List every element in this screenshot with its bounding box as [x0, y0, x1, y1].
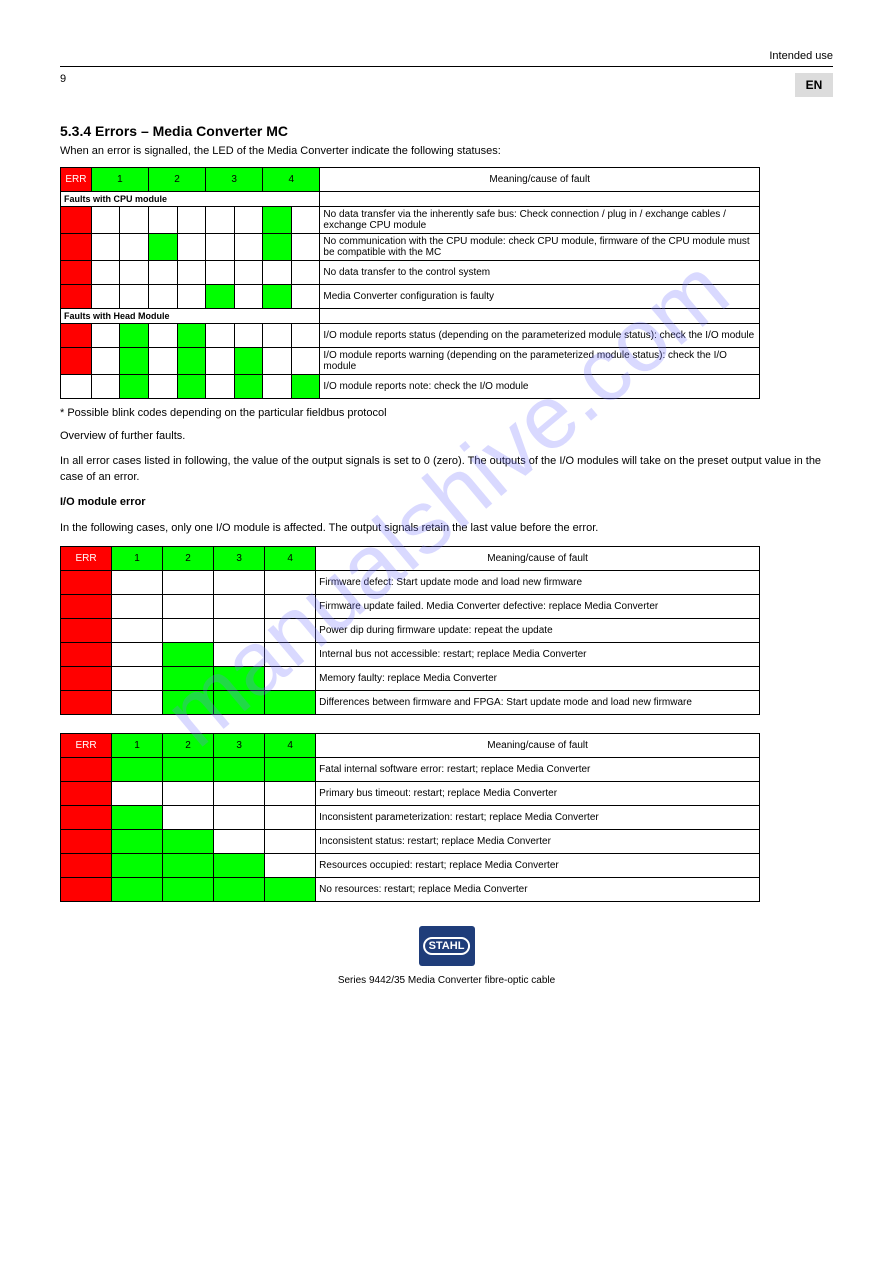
hdr-led1: 1	[112, 546, 163, 570]
row-desc: I/O module reports status (depending on …	[320, 324, 760, 348]
page-number: 9	[60, 73, 66, 85]
hdr-led1: 1	[112, 733, 163, 757]
hdr-led3: 3	[206, 168, 263, 192]
row-desc: Primary bus timeout: restart; replace Me…	[316, 781, 760, 805]
faults-body2: In the following cases, only one I/O mod…	[60, 521, 833, 536]
row-desc: Fatal internal software error: restart; …	[316, 757, 760, 781]
section-desc: When an error is signalled, the LED of t…	[60, 145, 833, 157]
row-desc: No resources: restart; replace Media Con…	[316, 877, 760, 901]
row-desc: Inconsistent status: restart; replace Me…	[316, 829, 760, 853]
footer: STAHL Series 9442/35 Media Converter fib…	[60, 926, 833, 986]
row-desc: Differences between firmware and FPGA: S…	[316, 690, 760, 714]
row-desc: Power dip during firmware update: repeat…	[316, 618, 760, 642]
hdr-led4: 4	[265, 733, 316, 757]
table-row: Firmware defect: Start update mode and l…	[61, 570, 760, 594]
table-row: Primary bus timeout: restart; replace Me…	[61, 781, 760, 805]
table-row: No data transfer to the control system	[61, 261, 760, 285]
row-desc: No communication with the CPU module: ch…	[320, 234, 760, 261]
table-row: I/O module reports note: check the I/O m…	[61, 375, 760, 399]
table-row: Fatal internal software error: restart; …	[61, 757, 760, 781]
row-desc: Resources occupied: restart; replace Med…	[316, 853, 760, 877]
faults-overview: Overview of further faults.	[60, 429, 833, 444]
logo-text: STAHL	[423, 937, 471, 955]
row-desc: Internal bus not accessible: restart; re…	[316, 642, 760, 666]
row-desc: I/O module reports note: check the I/O m…	[320, 375, 760, 399]
fault-table-2: ERR 1 2 3 4 Meaning/cause of fault Fatal…	[60, 733, 760, 902]
hdr-err: ERR	[61, 546, 112, 570]
table-row: Inconsistent status: restart; replace Me…	[61, 829, 760, 853]
table-header-row: ERR 1 2 3 4 Meaning/cause of fault	[61, 168, 760, 192]
row-desc: Firmware update failed. Media Converter …	[316, 594, 760, 618]
table-row: Resources occupied: restart; replace Med…	[61, 853, 760, 877]
table-header-row: ERR 1 2 3 4 Meaning/cause of fault	[61, 546, 760, 570]
hdr-led3: 3	[214, 546, 265, 570]
table-row: Differences between firmware and FPGA: S…	[61, 690, 760, 714]
footer-line: Series 9442/35 Media Converter fibre-opt…	[60, 975, 833, 986]
hdr-err: ERR	[61, 733, 112, 757]
language-box: EN	[795, 73, 833, 97]
table-row: No communication with the CPU module: ch…	[61, 234, 760, 261]
table-row: Media Converter configuration is faulty	[61, 285, 760, 309]
hdr-led4: 4	[265, 546, 316, 570]
faults-body1: In all error cases listed in following, …	[60, 454, 833, 485]
table-row: Firmware update failed. Media Converter …	[61, 594, 760, 618]
fault-table-1: ERR 1 2 3 4 Meaning/cause of fault Firmw…	[60, 546, 760, 715]
section1-label: Faults with CPU module	[61, 192, 320, 207]
table-row: Inconsistent parameterization: restart; …	[61, 805, 760, 829]
hdr-led4: 4	[263, 168, 320, 192]
table-row: Memory faulty: replace Media Converter	[61, 666, 760, 690]
hdr-meaning: Meaning/cause of fault	[316, 733, 760, 757]
table-row: Power dip during firmware update: repeat…	[61, 618, 760, 642]
hdr-led1: 1	[91, 168, 148, 192]
blink-note: * Possible blink codes depending on the …	[60, 407, 833, 419]
faults-bold: I/O module error	[60, 495, 833, 510]
header-divider	[60, 66, 833, 67]
section2-label: Faults with Head Module	[61, 309, 320, 324]
table-row: No resources: restart; replace Media Con…	[61, 877, 760, 901]
sub-label-row: Faults with CPU module	[61, 192, 760, 207]
row-desc: Memory faulty: replace Media Converter	[316, 666, 760, 690]
row-desc: I/O module reports warning (depending on…	[320, 348, 760, 375]
hdr-led3: 3	[214, 733, 265, 757]
section-title: 5.3.4 Errors – Media Converter MC	[60, 123, 833, 139]
hdr-led2: 2	[163, 733, 214, 757]
table-row: Internal bus not accessible: restart; re…	[61, 642, 760, 666]
media-error-table: ERR 1 2 3 4 Meaning/cause of fault Fault…	[60, 167, 760, 399]
sub-label-row: Faults with Head Module	[61, 309, 760, 324]
stahl-logo: STAHL	[419, 926, 475, 966]
page: manualshive.com Intended use 9 EN 5.3.4 …	[0, 0, 893, 1006]
table-header-row: ERR 1 2 3 4 Meaning/cause of fault	[61, 733, 760, 757]
hdr-err: ERR	[61, 168, 92, 192]
header-row: 9 EN	[60, 73, 833, 97]
table-row: I/O module reports warning (depending on…	[61, 348, 760, 375]
table-row: No data transfer via the inherently safe…	[61, 207, 760, 234]
hdr-led2: 2	[163, 546, 214, 570]
row-desc: Inconsistent parameterization: restart; …	[316, 805, 760, 829]
hdr-led2: 2	[149, 168, 206, 192]
row-desc: Firmware defect: Start update mode and l…	[316, 570, 760, 594]
row-desc: No data transfer to the control system	[320, 261, 760, 285]
table-row: I/O module reports status (depending on …	[61, 324, 760, 348]
row-desc: Media Converter configuration is faulty	[320, 285, 760, 309]
hdr-meaning: Meaning/cause of fault	[316, 546, 760, 570]
row-desc: No data transfer via the inherently safe…	[320, 207, 760, 234]
hdr-meaning: Meaning/cause of fault	[320, 168, 760, 192]
header-topic: Intended use	[60, 50, 833, 62]
